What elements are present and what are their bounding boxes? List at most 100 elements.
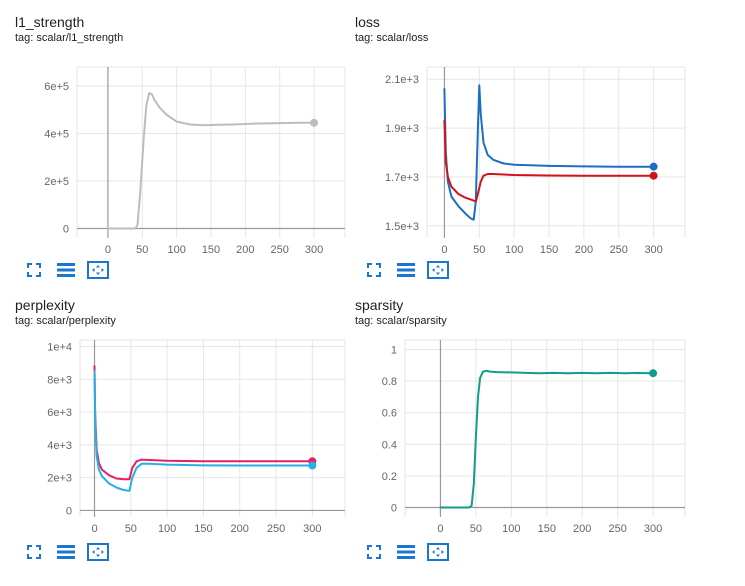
y-tick-label: 4e+3 — [47, 440, 72, 452]
list-button[interactable] — [395, 544, 417, 565]
series-endpoint — [310, 118, 319, 127]
x-tick-label: 0 — [91, 523, 97, 535]
fit-domain-button[interactable] — [427, 260, 449, 284]
x-tick-label: 200 — [236, 244, 254, 256]
x-tick-label: 150 — [202, 244, 220, 256]
x-tick-label: 250 — [271, 244, 289, 256]
list-button[interactable] — [55, 262, 77, 283]
fullscreen-icon — [366, 262, 382, 283]
list-button[interactable] — [395, 262, 417, 283]
chart-toolbar — [23, 260, 109, 284]
list-icon — [396, 544, 416, 565]
x-tick-label: 250 — [608, 523, 626, 535]
fullscreen-icon — [366, 544, 382, 565]
y-tick-label: 2e+5 — [44, 176, 69, 188]
fullscreen-button[interactable] — [23, 544, 45, 565]
fullscreen-button[interactable] — [363, 262, 385, 283]
chart-title: loss — [355, 14, 380, 30]
chart-plot[interactable]: 0 50 100 150 200 250 300 0 2e+5 4e+5 6e+5 — [15, 57, 346, 267]
fit-domain-icon — [87, 542, 109, 566]
x-tick-label: 50 — [473, 244, 485, 256]
list-icon — [56, 262, 76, 283]
y-tick-label: 8e+3 — [47, 374, 72, 386]
x-tick-label: 0 — [437, 523, 443, 535]
series-endpoint — [308, 461, 317, 470]
y-tick-label: 0.8 — [382, 376, 397, 388]
series-endpoint — [649, 369, 658, 378]
list-icon — [396, 262, 416, 283]
fit-domain-button[interactable] — [427, 542, 449, 566]
series-endpoint — [649, 171, 658, 180]
x-tick-label: 50 — [136, 244, 148, 256]
series-line — [106, 92, 316, 230]
fit-domain-icon — [427, 260, 449, 284]
chart-title: l1_strength — [15, 14, 85, 30]
fit-domain-button[interactable] — [87, 542, 109, 566]
x-tick-label: 250 — [267, 523, 285, 535]
x-tick-label: 300 — [303, 523, 321, 535]
y-tick-label: 0.4 — [382, 439, 397, 451]
y-tick-label: 2.1e+3 — [385, 74, 419, 86]
fullscreen-button[interactable] — [23, 262, 45, 283]
list-icon — [56, 544, 76, 565]
series-endpoint — [649, 162, 658, 171]
chart-card-perplexity: perplexity tag: scalar/perplexity 0 50 100… — [15, 297, 346, 567]
series-line — [443, 84, 655, 221]
chart-title: perplexity — [15, 297, 75, 313]
x-tick-label: 150 — [540, 244, 558, 256]
chart-tag: tag: scalar/loss — [355, 32, 429, 44]
chart-card-l1-strength: l1_strength tag: scalar/l1_strength 0 50 1… — [15, 14, 346, 284]
x-tick-label: 0 — [105, 244, 111, 256]
chart-card-sparsity: sparsity tag: scalar/sparsity 0 50 100 150 2… — [355, 297, 686, 567]
fullscreen-button[interactable] — [363, 544, 385, 565]
x-tick-label: 100 — [502, 523, 520, 535]
y-tick-label: 0 — [391, 503, 397, 515]
fullscreen-icon — [26, 544, 42, 565]
y-tick-label: 1.5e+3 — [385, 221, 419, 233]
y-tick-label: 1e+4 — [47, 342, 72, 354]
x-tick-label: 0 — [441, 244, 447, 256]
fit-domain-button[interactable] — [87, 260, 109, 284]
chart-toolbar — [23, 542, 109, 566]
fit-domain-icon — [427, 542, 449, 566]
x-tick-label: 150 — [538, 523, 556, 535]
y-tick-label: 4e+5 — [44, 129, 69, 141]
y-tick-label: 6e+5 — [44, 81, 69, 93]
y-tick-label: 0 — [63, 224, 69, 236]
fit-domain-icon — [87, 260, 109, 284]
chart-toolbar — [363, 542, 449, 566]
chart-tag: tag: scalar/perplexity — [15, 315, 116, 327]
x-tick-label: 100 — [505, 244, 523, 256]
x-tick-label: 300 — [644, 523, 662, 535]
y-tick-label: 1.9e+3 — [385, 123, 419, 135]
chart-plot[interactable]: 0 50 100 150 200 250 300 0 0.2 0.4 0.6 0.8 1 — [355, 339, 686, 550]
series-line — [93, 370, 314, 492]
list-button[interactable] — [55, 544, 77, 565]
x-tick-label: 50 — [125, 523, 137, 535]
y-tick-label: 1 — [391, 344, 397, 356]
y-tick-label: 0.2 — [382, 471, 397, 483]
x-tick-label: 150 — [194, 523, 212, 535]
chart-card-loss: loss tag: scalar/loss 0 50 100 150 200 250 300… — [355, 14, 686, 284]
chart-tag: tag: scalar/sparsity — [355, 315, 447, 327]
y-tick-label: 1.7e+3 — [385, 172, 419, 184]
series-line — [93, 365, 314, 481]
x-tick-label: 50 — [470, 523, 482, 535]
x-tick-label: 200 — [575, 244, 593, 256]
x-tick-label: 300 — [644, 244, 662, 256]
y-tick-label: 2e+3 — [47, 473, 72, 485]
chart-title: sparsity — [355, 297, 404, 313]
x-tick-label: 200 — [231, 523, 249, 535]
y-tick-label: 0 — [66, 505, 72, 517]
chart-plot[interactable]: 0 50 100 150 200 250 300 0 2e+3 4e+3 6e+3 8e+3 1e+4 — [15, 339, 346, 550]
y-tick-label: 6e+3 — [47, 407, 72, 419]
x-tick-label: 100 — [158, 523, 176, 535]
chart-toolbar — [363, 260, 449, 284]
series-line — [439, 369, 655, 509]
x-tick-label: 250 — [610, 244, 628, 256]
fullscreen-icon — [26, 262, 42, 283]
x-tick-label: 300 — [305, 244, 323, 256]
chart-plot[interactable]: 0 50 100 150 200 250 300 1.5e+3 1.7e+3 1.9e+3 2.1e… — [355, 57, 686, 267]
y-tick-label: 0.6 — [382, 408, 397, 420]
x-tick-label: 200 — [573, 523, 591, 535]
